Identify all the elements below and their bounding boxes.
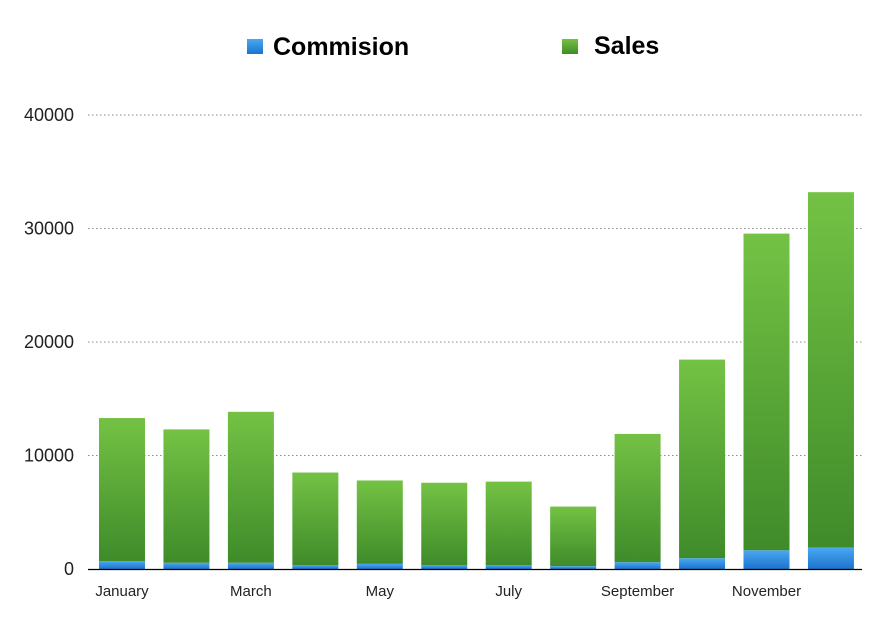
legend-label-sales: Sales [594,32,659,60]
bar-sales-may [356,480,403,564]
bar-sales-january [99,418,145,562]
bar-commision-november [743,550,790,569]
y-tick-label: 20000 [24,332,74,352]
gridlines [88,114,862,456]
bar-commision-july [485,565,532,569]
bar-commision-august [550,566,597,569]
y-tick-label: 10000 [24,446,74,466]
chart-legend: Commision Sales [247,32,659,61]
bar-sales-october [679,359,726,559]
x-tick-label: May [366,583,395,600]
legend-swatch-sales [562,39,578,54]
bar-sales-august [550,506,597,567]
x-tick-label: September [601,583,674,600]
x-tick-label: March [230,583,272,600]
y-tick-label: 40000 [24,105,74,125]
legend-label-commision: Commision [273,33,409,61]
bar-commision-october [679,558,726,569]
bar-commision-january [99,561,145,569]
x-axis: January March May July September November [88,568,862,600]
bar-sales-december [807,192,854,548]
y-tick-label: 30000 [24,219,74,239]
y-axis: 0 10000 20000 30000 40000 [24,105,74,579]
bar-sales-april [292,472,339,566]
bar-sales-february [163,429,210,563]
bar-commision-june [421,565,468,569]
bar-commision-march [227,562,274,569]
bar-sales-september [614,433,661,563]
bar-commision-december [807,547,854,569]
bar-sales-november [743,233,790,551]
bar-sales-july [485,481,532,566]
x-tick-label: January [95,583,149,600]
y-tick-label: 0 [64,559,74,579]
bar-sales-june [421,482,468,566]
bars [99,192,854,569]
bar-commision-may [356,563,403,569]
bar-commision-april [292,565,339,569]
bar-commision-february [163,562,210,569]
bar-sales-march [227,411,274,563]
legend-swatch-commision [247,39,263,54]
bar-commision-september [614,562,661,569]
x-tick-label: November [732,583,801,600]
x-tick-label: July [495,583,522,600]
